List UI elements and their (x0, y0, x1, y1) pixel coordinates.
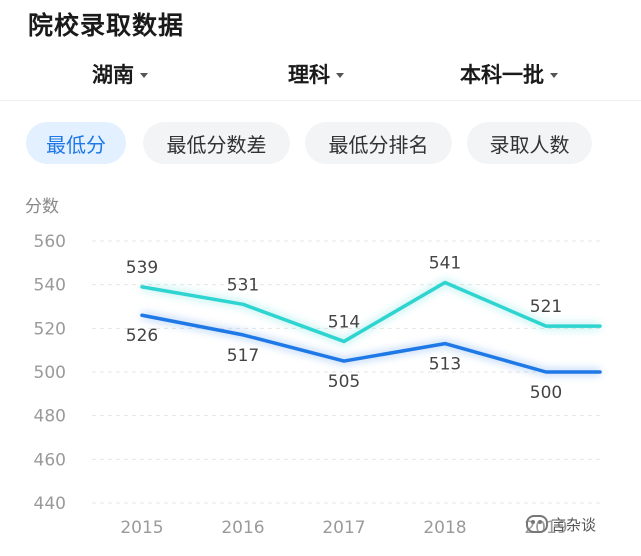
y-tick-label: 500 (34, 363, 66, 383)
tab-min-score-rank[interactable]: 最低分排名 (305, 122, 452, 164)
batch-filter-label: 本科一批 (460, 63, 544, 87)
data-label: 531 (227, 275, 259, 295)
subject-filter[interactable]: 理科 (288, 56, 344, 92)
x-tick-label: 2017 (322, 518, 365, 538)
data-label: 513 (429, 355, 461, 375)
tab-min-score[interactable]: 最低分 (26, 122, 126, 164)
y-tick-label: 440 (34, 494, 66, 514)
divider (0, 100, 641, 101)
y-tick-label: 460 (34, 450, 66, 470)
data-label: 526 (126, 326, 158, 346)
y-tick-label: 520 (34, 319, 66, 339)
province-filter-label: 湖南 (92, 63, 134, 87)
series-line (140, 280, 602, 344)
data-label: 521 (530, 297, 562, 317)
series-line (140, 313, 602, 374)
chevron-down-icon (550, 73, 558, 78)
tab-admission-count[interactable]: 录取人数 (467, 122, 592, 164)
y-tick-label: 480 (34, 407, 66, 427)
subject-filter-label: 理科 (288, 63, 330, 87)
chevron-down-icon (336, 73, 344, 78)
filter-bar: 湖南 理科 本科一批 (0, 56, 641, 96)
page-title: 院校录取数据 (28, 11, 185, 40)
y-axis-unit-label: 分数 (25, 197, 59, 217)
watermark: 言杂谈 (526, 512, 596, 536)
y-tick-label: 540 (34, 276, 66, 296)
province-filter[interactable]: 湖南 (92, 56, 148, 92)
x-tick-label: 2018 (423, 518, 466, 538)
data-label: 505 (328, 372, 360, 392)
wechat-icon (526, 515, 548, 533)
data-label: 517 (227, 346, 259, 366)
x-tick-label: 2016 (221, 518, 264, 538)
data-label: 500 (530, 383, 562, 403)
data-label: 514 (328, 312, 360, 332)
y-tick-label: 560 (34, 232, 66, 252)
metric-tabs: 最低分 最低分数差 最低分排名 录取人数 (0, 122, 641, 166)
watermark-text: 言杂谈 (551, 515, 597, 534)
data-label: 541 (429, 253, 461, 273)
tab-min-score-diff[interactable]: 最低分数差 (143, 122, 290, 164)
data-label: 539 (126, 258, 158, 278)
batch-filter[interactable]: 本科一批 (460, 56, 558, 92)
chevron-down-icon (140, 73, 148, 78)
x-tick-label: 2015 (120, 518, 163, 538)
